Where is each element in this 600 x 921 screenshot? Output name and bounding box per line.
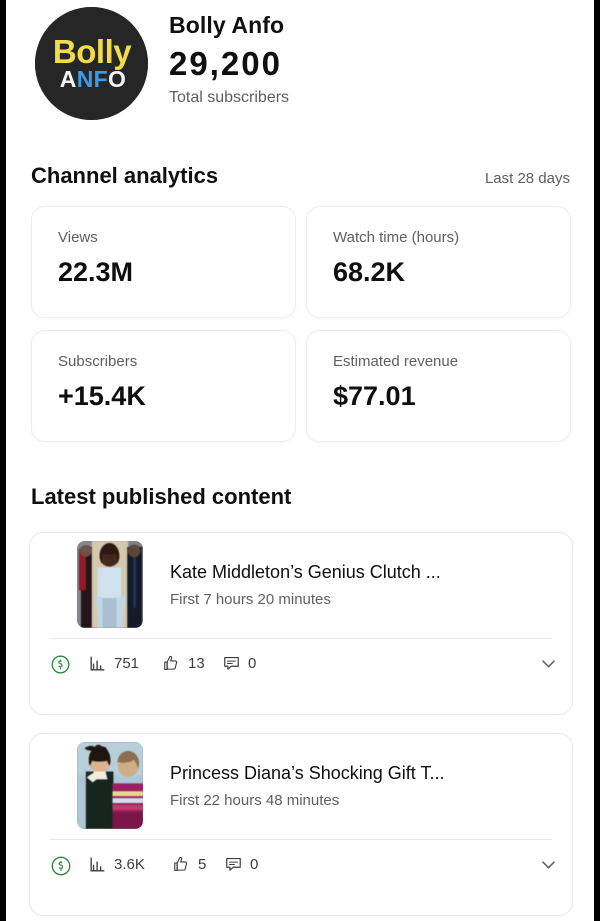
svg-text:ANFO: ANFO xyxy=(60,66,126,92)
svg-text:Bolly: Bolly xyxy=(53,33,132,70)
